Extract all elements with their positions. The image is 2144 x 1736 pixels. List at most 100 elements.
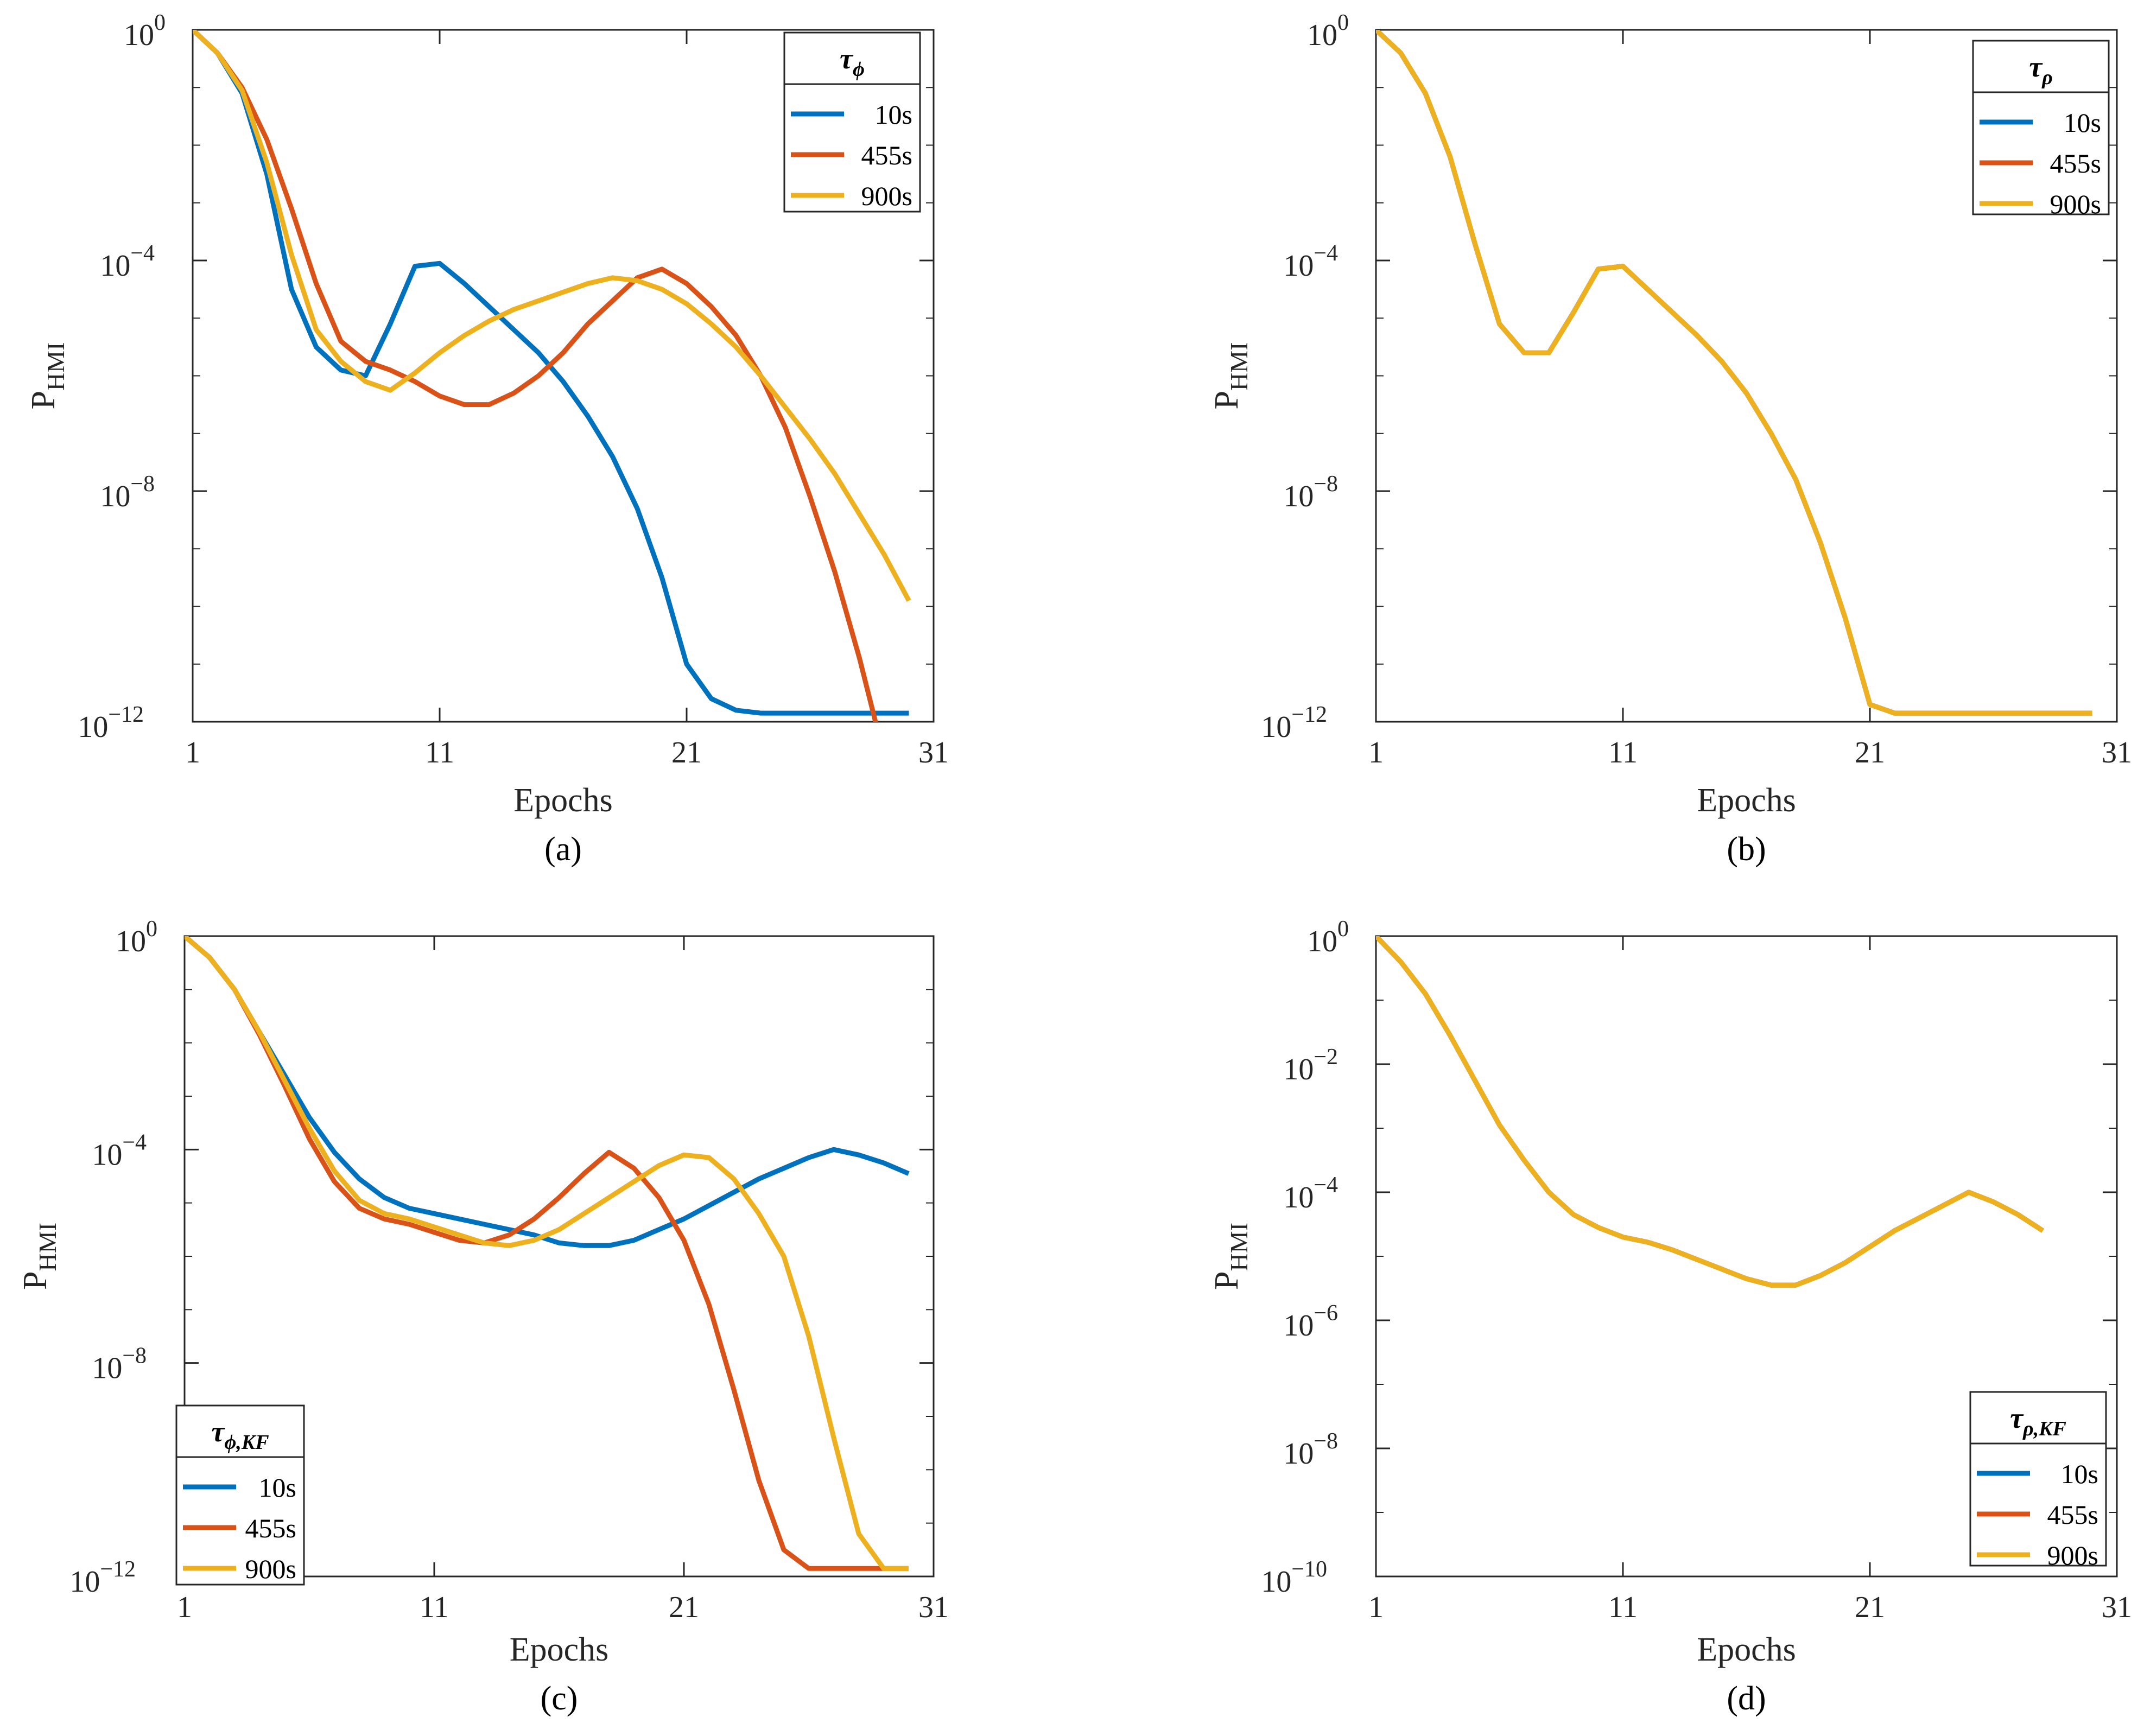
legend-box — [1972, 40, 2110, 215]
legend: τϕ 10s 455s 900s — [783, 31, 921, 213]
y-axis-label: PHMI — [25, 342, 69, 410]
legend-box — [1969, 1391, 2107, 1567]
x-axis-label: Epochs — [1697, 782, 1796, 819]
ytick-exponent: −8 — [1314, 472, 1338, 497]
legend-title-base: τ — [2029, 50, 2043, 83]
legend-entry-10s: 10s — [2064, 107, 2101, 138]
ytick-exponent: −12 — [100, 1557, 136, 1582]
legend-title: τϕ — [840, 42, 865, 81]
y-axis-label-base: P — [1208, 1271, 1245, 1289]
ytick-label: 10−8 — [1283, 1429, 1338, 1471]
ytick-label: 100 — [124, 10, 166, 52]
ytick-label: 10−4 — [1283, 1173, 1338, 1214]
xtick-label: 21 — [671, 736, 702, 770]
series-line-455s — [185, 936, 909, 1571]
ytick-exponent: −10 — [1291, 1557, 1327, 1582]
series-group — [1376, 30, 2092, 716]
legend-entry-455s: 455s — [2050, 148, 2101, 179]
series-group — [185, 936, 910, 1571]
y-axis-label-sub: HMI — [42, 342, 69, 391]
series-line-900s — [185, 936, 909, 1571]
ytick-label: 100 — [1307, 10, 1349, 52]
xtick-label: 1 — [177, 1591, 192, 1624]
ytick-label: 10−8 — [92, 1344, 147, 1385]
xtick-label: 31 — [918, 1591, 949, 1624]
ytick-exponent: 0 — [1337, 10, 1349, 35]
ytick-exponent: −8 — [122, 1344, 147, 1369]
ytick-exponent: −12 — [108, 702, 144, 727]
legend-title: τϕ,KF — [211, 1415, 269, 1454]
panel-label: (c) — [541, 1680, 578, 1717]
legend-entry-900s: 900s — [861, 181, 912, 211]
legend-title: τρ,KF — [2010, 1402, 2066, 1440]
series-line-10s — [185, 936, 910, 1248]
ytick-base: 10 — [116, 925, 146, 958]
xtick-label: 21 — [1855, 736, 1885, 770]
ytick-base: 10 — [1283, 1309, 1314, 1343]
ytick-label: 10−12 — [78, 702, 144, 744]
xtick-label: 11 — [425, 736, 454, 770]
xtick-label: 21 — [1855, 1591, 1885, 1624]
legend-title-base: τ — [2010, 1402, 2024, 1434]
ytick-base: 10 — [1283, 1437, 1314, 1471]
legend-entry-10s: 10s — [875, 99, 912, 130]
ytick-exponent: −4 — [1314, 241, 1338, 266]
y-axis-label-base: P — [1208, 391, 1245, 409]
ytick-exponent: 0 — [154, 10, 166, 35]
ytick-base: 10 — [92, 1352, 122, 1385]
x-axis-label: Epochs — [1697, 1631, 1796, 1668]
legend-title-sub: ρ — [2041, 66, 2053, 89]
panel-label: (d) — [1727, 1680, 1766, 1717]
xtick-label: 31 — [2102, 1591, 2132, 1624]
legend-entry-900s: 900s — [245, 1554, 296, 1584]
panel-label: (b) — [1727, 831, 1766, 868]
ytick-exponent: −2 — [1314, 1045, 1338, 1070]
ytick-exponent: −4 — [122, 1130, 147, 1155]
ytick-base: 10 — [100, 249, 130, 283]
legend-entry-455s: 455s — [861, 140, 912, 170]
ytick-label: 10−4 — [100, 241, 155, 283]
ytick-label: 10−12 — [69, 1557, 136, 1599]
ytick-label: 10−6 — [1283, 1301, 1338, 1343]
y-axis-label-sub: HMI — [1225, 1223, 1253, 1271]
ytick-base: 10 — [69, 1565, 100, 1599]
series-group — [193, 30, 911, 722]
ytick-exponent: 0 — [146, 917, 157, 942]
xtick-label: 21 — [669, 1591, 699, 1624]
ytick-base: 10 — [1261, 1565, 1291, 1599]
ytick-base: 10 — [78, 710, 108, 744]
xtick-label: 11 — [420, 1591, 449, 1624]
legend-entry-455s: 455s — [245, 1513, 296, 1543]
legend-title-sub: ϕ — [853, 58, 865, 81]
ytick-label: 100 — [1307, 917, 1349, 958]
x-axis-label: Epochs — [510, 1631, 609, 1668]
legend-title-sub: ρ,KF — [2022, 1417, 2066, 1440]
x-axis-label: Epochs — [513, 782, 613, 819]
ytick-exponent: −12 — [1291, 702, 1327, 727]
legend: τϕ,KF 10s 455s 900s — [175, 1404, 305, 1586]
series-line-900s — [193, 30, 911, 602]
xtick-label: 1 — [1368, 1591, 1384, 1624]
legend: τρ 10s 455s 900s — [1972, 40, 2110, 219]
ytick-exponent: 0 — [1337, 917, 1349, 942]
series-line-900s — [1376, 936, 2044, 1288]
legend-entry-900s: 900s — [2050, 189, 2101, 219]
ytick-label: 10−12 — [1261, 702, 1327, 744]
legend-entry-900s: 900s — [2047, 1540, 2098, 1570]
xtick-label: 31 — [918, 736, 949, 770]
ytick-base: 10 — [1283, 480, 1314, 513]
y-axis-label: PHMI — [1208, 342, 1253, 410]
series-line-900s — [1376, 30, 2092, 716]
y-axis-label-sub: HMI — [34, 1223, 61, 1271]
legend-entry-10s: 10s — [2061, 1459, 2098, 1489]
ytick-base: 10 — [100, 480, 130, 513]
ytick-exponent: −8 — [1314, 1429, 1338, 1454]
xtick-label: 1 — [1368, 736, 1384, 770]
ytick-base: 10 — [1283, 1181, 1314, 1214]
ytick-base: 10 — [1283, 249, 1314, 283]
legend: τρ,KF 10s 455s 900s — [1969, 1391, 2107, 1570]
